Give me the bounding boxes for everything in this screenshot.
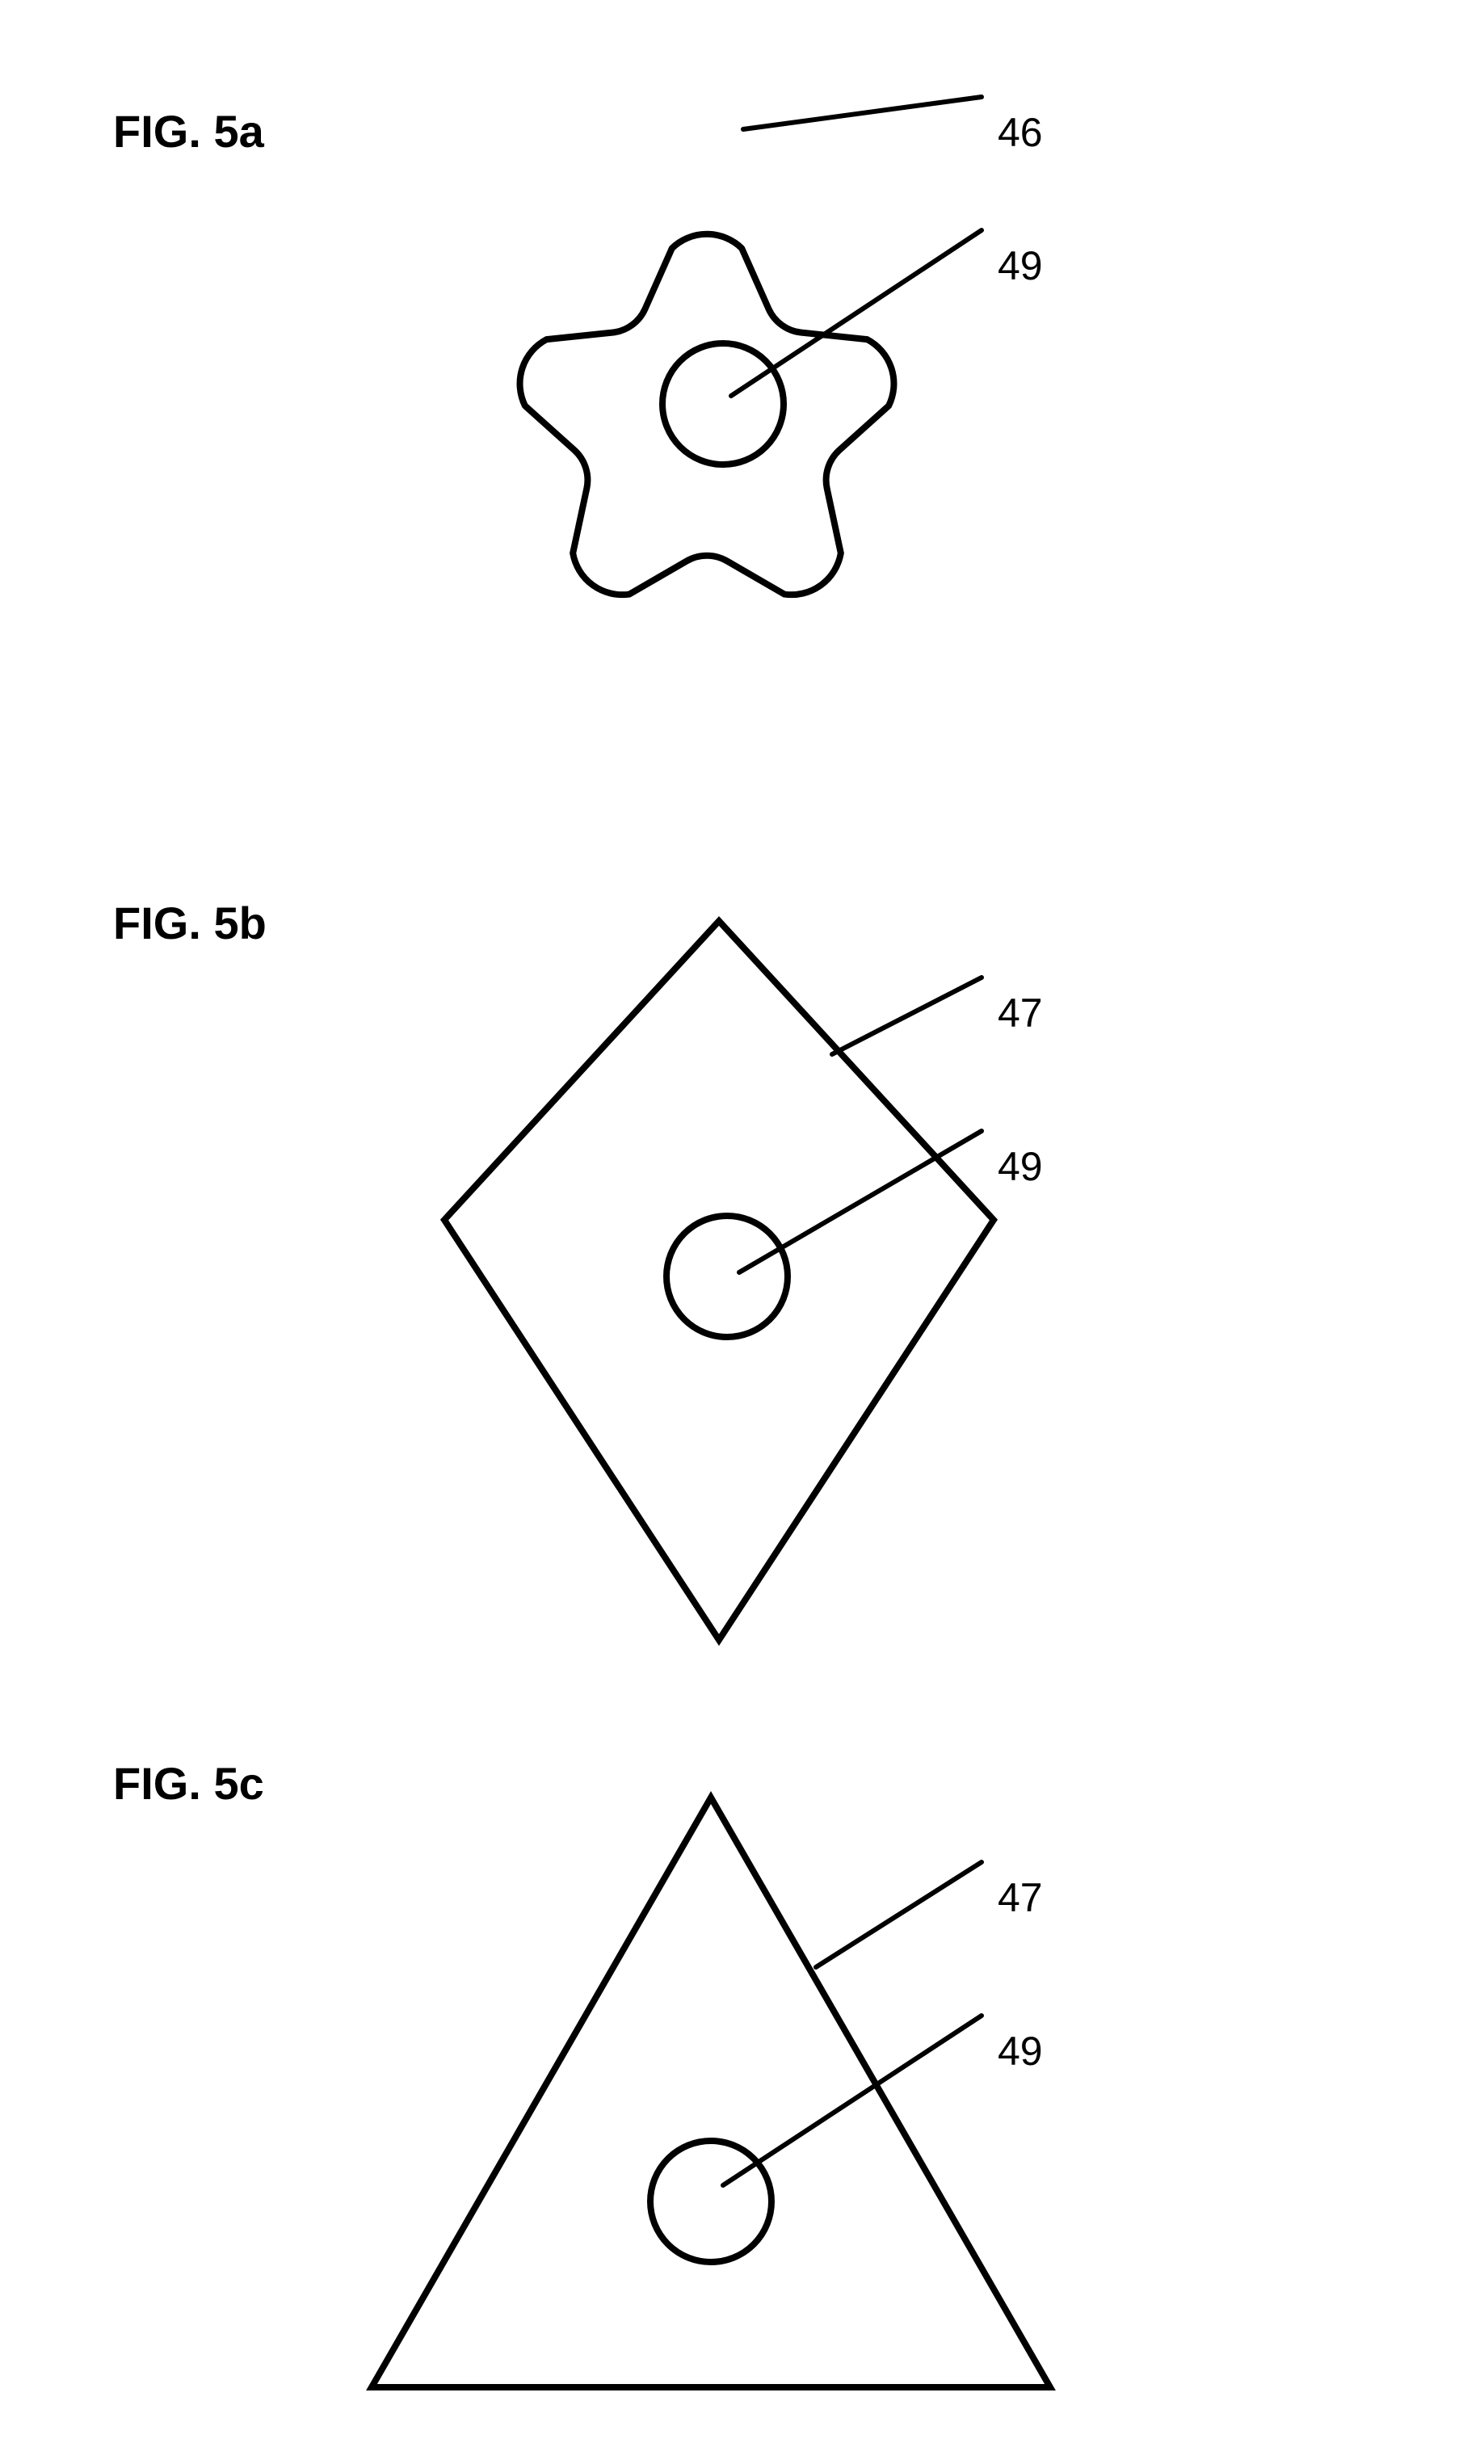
ref-47: 47: [998, 1874, 1043, 1921]
patent-figure-page: FIG. 5a 46 49 FIG. 5b 47 49 FIG. 5c 47 4…: [0, 0, 1484, 2464]
callout-line-49: [723, 2016, 982, 2185]
ref-49: 49: [998, 2028, 1043, 2075]
figure-5c-callouts: [0, 0, 1484, 2464]
callout-line-47: [816, 1862, 982, 1967]
